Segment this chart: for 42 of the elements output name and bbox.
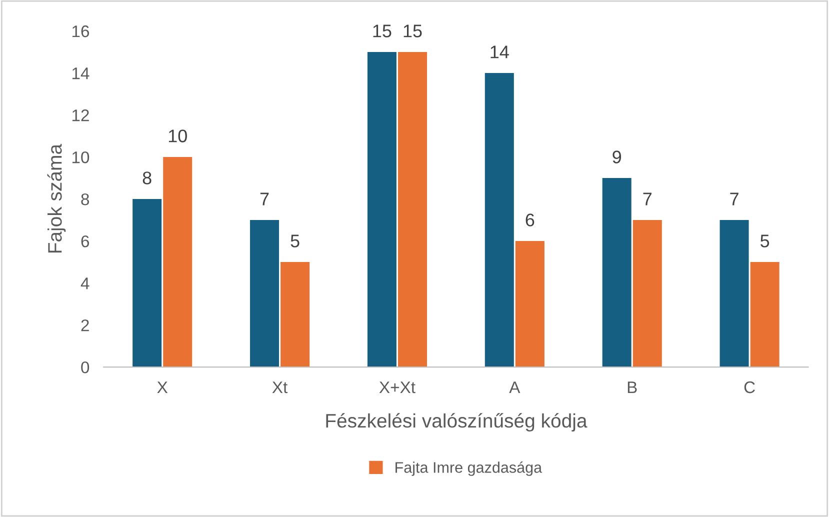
y-tick-label: 2 bbox=[81, 319, 89, 332]
x-tick-label: Xt bbox=[272, 382, 288, 394]
data-label: 7 bbox=[643, 192, 652, 206]
bar bbox=[367, 52, 396, 368]
bar bbox=[602, 178, 632, 368]
x-axis-title: Fészkelési valószínűség kódja bbox=[326, 413, 588, 432]
data-label: 6 bbox=[526, 214, 534, 226]
y-tick-label: 0 bbox=[81, 361, 90, 374]
y-tick-label: 6 bbox=[81, 235, 90, 248]
y-tick-label: 14 bbox=[72, 68, 90, 80]
x-tick-label: X bbox=[157, 382, 168, 394]
data-label: 9 bbox=[612, 150, 622, 164]
y-tick-label: 8 bbox=[81, 193, 90, 206]
bar bbox=[163, 157, 192, 368]
bar bbox=[484, 73, 514, 368]
legend-label: Fajta Imre gazdasága bbox=[396, 461, 542, 476]
y-tick-label: 16 bbox=[72, 25, 90, 38]
data-label: 15 bbox=[373, 24, 392, 38]
bar bbox=[632, 220, 662, 368]
bar bbox=[398, 52, 427, 368]
x-tick-label: B bbox=[628, 382, 637, 394]
y-tick-label: 10 bbox=[72, 151, 90, 164]
data-label: 5 bbox=[760, 234, 770, 248]
y-tick-label: 4 bbox=[80, 278, 90, 290]
data-label: 7 bbox=[260, 192, 269, 206]
data-label: 5 bbox=[290, 234, 300, 248]
bar bbox=[280, 262, 310, 368]
data-label: 10 bbox=[168, 130, 187, 142]
bar bbox=[750, 262, 780, 368]
x-tick-label: A bbox=[509, 382, 520, 394]
data-label: 7 bbox=[730, 192, 738, 206]
y-axis-title: Fajok száma bbox=[47, 144, 66, 253]
bar bbox=[720, 220, 749, 368]
bar bbox=[250, 220, 280, 368]
data-label: 8 bbox=[142, 172, 152, 184]
x-tick-label: X+Xt bbox=[379, 382, 416, 394]
bar bbox=[515, 241, 544, 368]
data-label: 14 bbox=[490, 46, 509, 58]
y-tick-label: 12 bbox=[72, 109, 89, 122]
data-label: 15 bbox=[404, 24, 422, 38]
bar bbox=[132, 199, 162, 368]
x-tick-label: C bbox=[744, 381, 755, 394]
